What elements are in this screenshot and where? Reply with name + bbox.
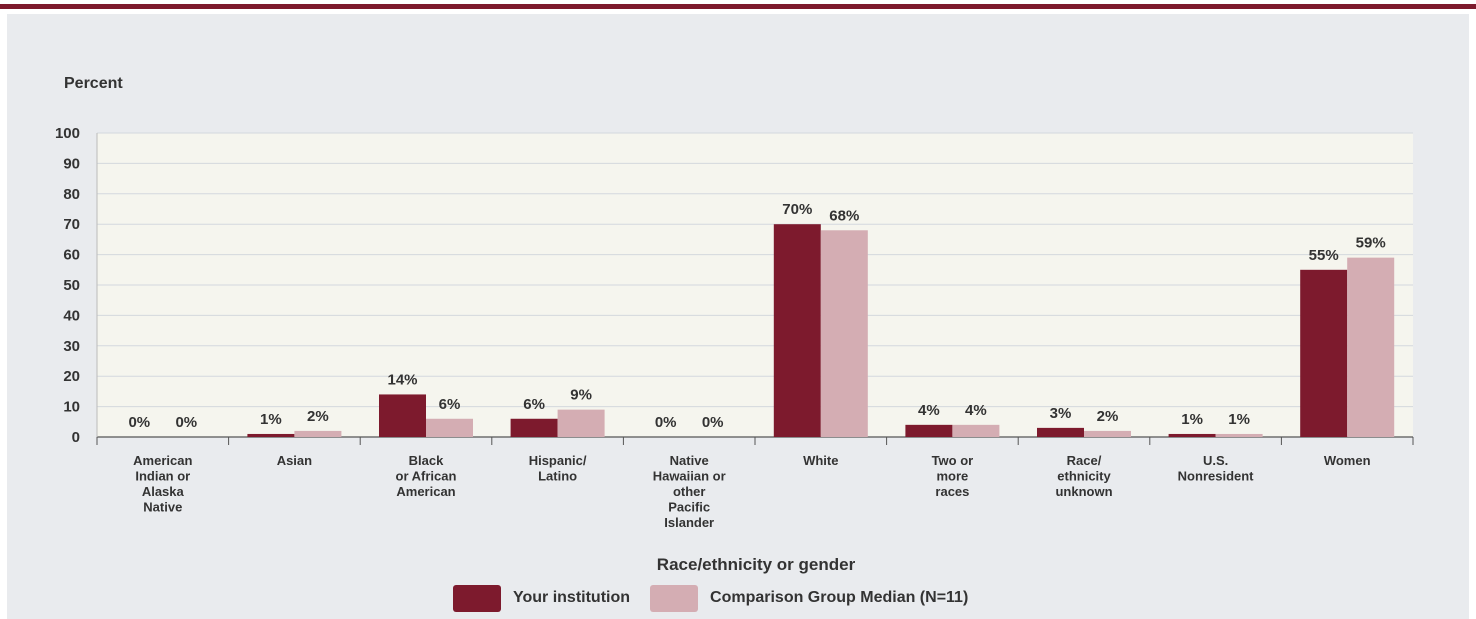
bar-your-institution xyxy=(1037,427,1084,437)
x-category-label: White xyxy=(803,453,838,468)
bar-your-institution xyxy=(773,224,821,437)
data-label: 0% xyxy=(175,414,197,431)
data-label: 14% xyxy=(387,371,417,388)
y-tick-label: 40 xyxy=(63,307,80,324)
x-category-label: ethnicity xyxy=(1057,469,1111,484)
bar-comparison-group xyxy=(1347,257,1395,437)
x-category-label: other xyxy=(673,484,706,499)
legend-label-comparison-group: Comparison Group Median (N=11) xyxy=(710,589,969,606)
y-tick-label: 20 xyxy=(63,368,80,385)
top-accent-bar xyxy=(0,4,1476,9)
data-label: 4% xyxy=(965,402,987,419)
data-label: 2% xyxy=(307,408,329,425)
data-label: 3% xyxy=(1050,405,1072,422)
data-label: 68% xyxy=(829,207,859,224)
data-label: 1% xyxy=(1181,411,1203,428)
x-category-label: Native xyxy=(670,453,709,468)
data-label: 0% xyxy=(655,414,677,431)
data-label: 0% xyxy=(702,414,724,431)
legend: Your institution Comparison Group Median… xyxy=(453,584,988,612)
x-category-label: unknown xyxy=(1055,484,1112,499)
x-category-label: Nonresident xyxy=(1178,469,1255,484)
x-category-label: races xyxy=(935,484,969,499)
y-axis-title: Percent xyxy=(64,75,123,92)
data-label: 59% xyxy=(1356,235,1386,252)
x-category-label: Hawaiian or xyxy=(653,469,726,484)
x-category-label: Native xyxy=(143,500,182,515)
data-label: 1% xyxy=(1228,411,1250,428)
data-label: 2% xyxy=(1097,408,1119,425)
legend-label-your-institution: Your institution xyxy=(513,589,631,606)
y-tick-label: 90 xyxy=(63,155,80,172)
data-label: 70% xyxy=(782,201,812,218)
bar-comparison-group xyxy=(1084,430,1131,437)
y-tick-label: 100 xyxy=(55,125,80,142)
legend-swatch-comparison-group xyxy=(650,584,699,612)
legend-item-comparison-group: Comparison Group Median (N=11) xyxy=(650,584,969,612)
x-category-label: American xyxy=(133,453,192,468)
legend-item-your-institution: Your institution xyxy=(453,584,631,612)
data-label: 6% xyxy=(439,396,461,413)
y-tick-label: 50 xyxy=(63,277,80,294)
y-tick-label: 30 xyxy=(63,338,80,355)
y-tick-label: 0 xyxy=(72,429,80,446)
x-axis-title: Race/ethnicity or gender xyxy=(656,555,856,574)
x-category-label: Race/ xyxy=(1067,453,1102,468)
x-category-label: Black xyxy=(409,453,444,468)
bar-comparison-group xyxy=(426,418,473,437)
data-label: 6% xyxy=(523,396,545,413)
x-category-label: Islander xyxy=(664,515,714,530)
bar-your-institution xyxy=(379,394,426,437)
x-category-label: Two or xyxy=(932,453,974,468)
bar-comparison-group xyxy=(820,230,868,437)
data-label: 55% xyxy=(1309,247,1339,264)
x-category-label: U.S. xyxy=(1203,453,1228,468)
bar-your-institution xyxy=(1168,433,1216,437)
data-label: 4% xyxy=(918,402,940,419)
x-category-label: or African xyxy=(396,469,457,484)
bar-your-institution xyxy=(510,418,558,437)
bar-comparison-group xyxy=(1215,433,1263,437)
y-tick-label: 80 xyxy=(63,186,80,203)
bar-comparison-group xyxy=(294,430,342,437)
y-tick-label: 60 xyxy=(63,247,80,264)
bar-your-institution xyxy=(247,433,295,437)
data-label: 1% xyxy=(260,411,282,428)
bar-comparison-group xyxy=(952,424,1000,437)
x-category-label: Hispanic/ xyxy=(529,453,587,468)
legend-swatch-your-institution xyxy=(453,584,501,612)
y-tick-label: 10 xyxy=(63,399,80,416)
y-tick-label: 70 xyxy=(63,216,80,233)
bar-your-institution xyxy=(905,424,953,437)
x-category-label: Pacific xyxy=(668,500,710,515)
x-category-label: more xyxy=(937,469,969,484)
x-category-label: Asian xyxy=(277,453,312,468)
bar-comparison-group xyxy=(557,409,605,437)
x-category-label: Latino xyxy=(538,469,577,484)
bar-your-institution xyxy=(1300,269,1348,437)
x-category-label: Alaska xyxy=(142,484,185,499)
x-category-label: Women xyxy=(1324,453,1371,468)
x-category-label: Indian or xyxy=(135,469,190,484)
data-label: 0% xyxy=(128,414,150,431)
x-category-label: American xyxy=(396,484,455,499)
data-label: 9% xyxy=(570,387,592,404)
